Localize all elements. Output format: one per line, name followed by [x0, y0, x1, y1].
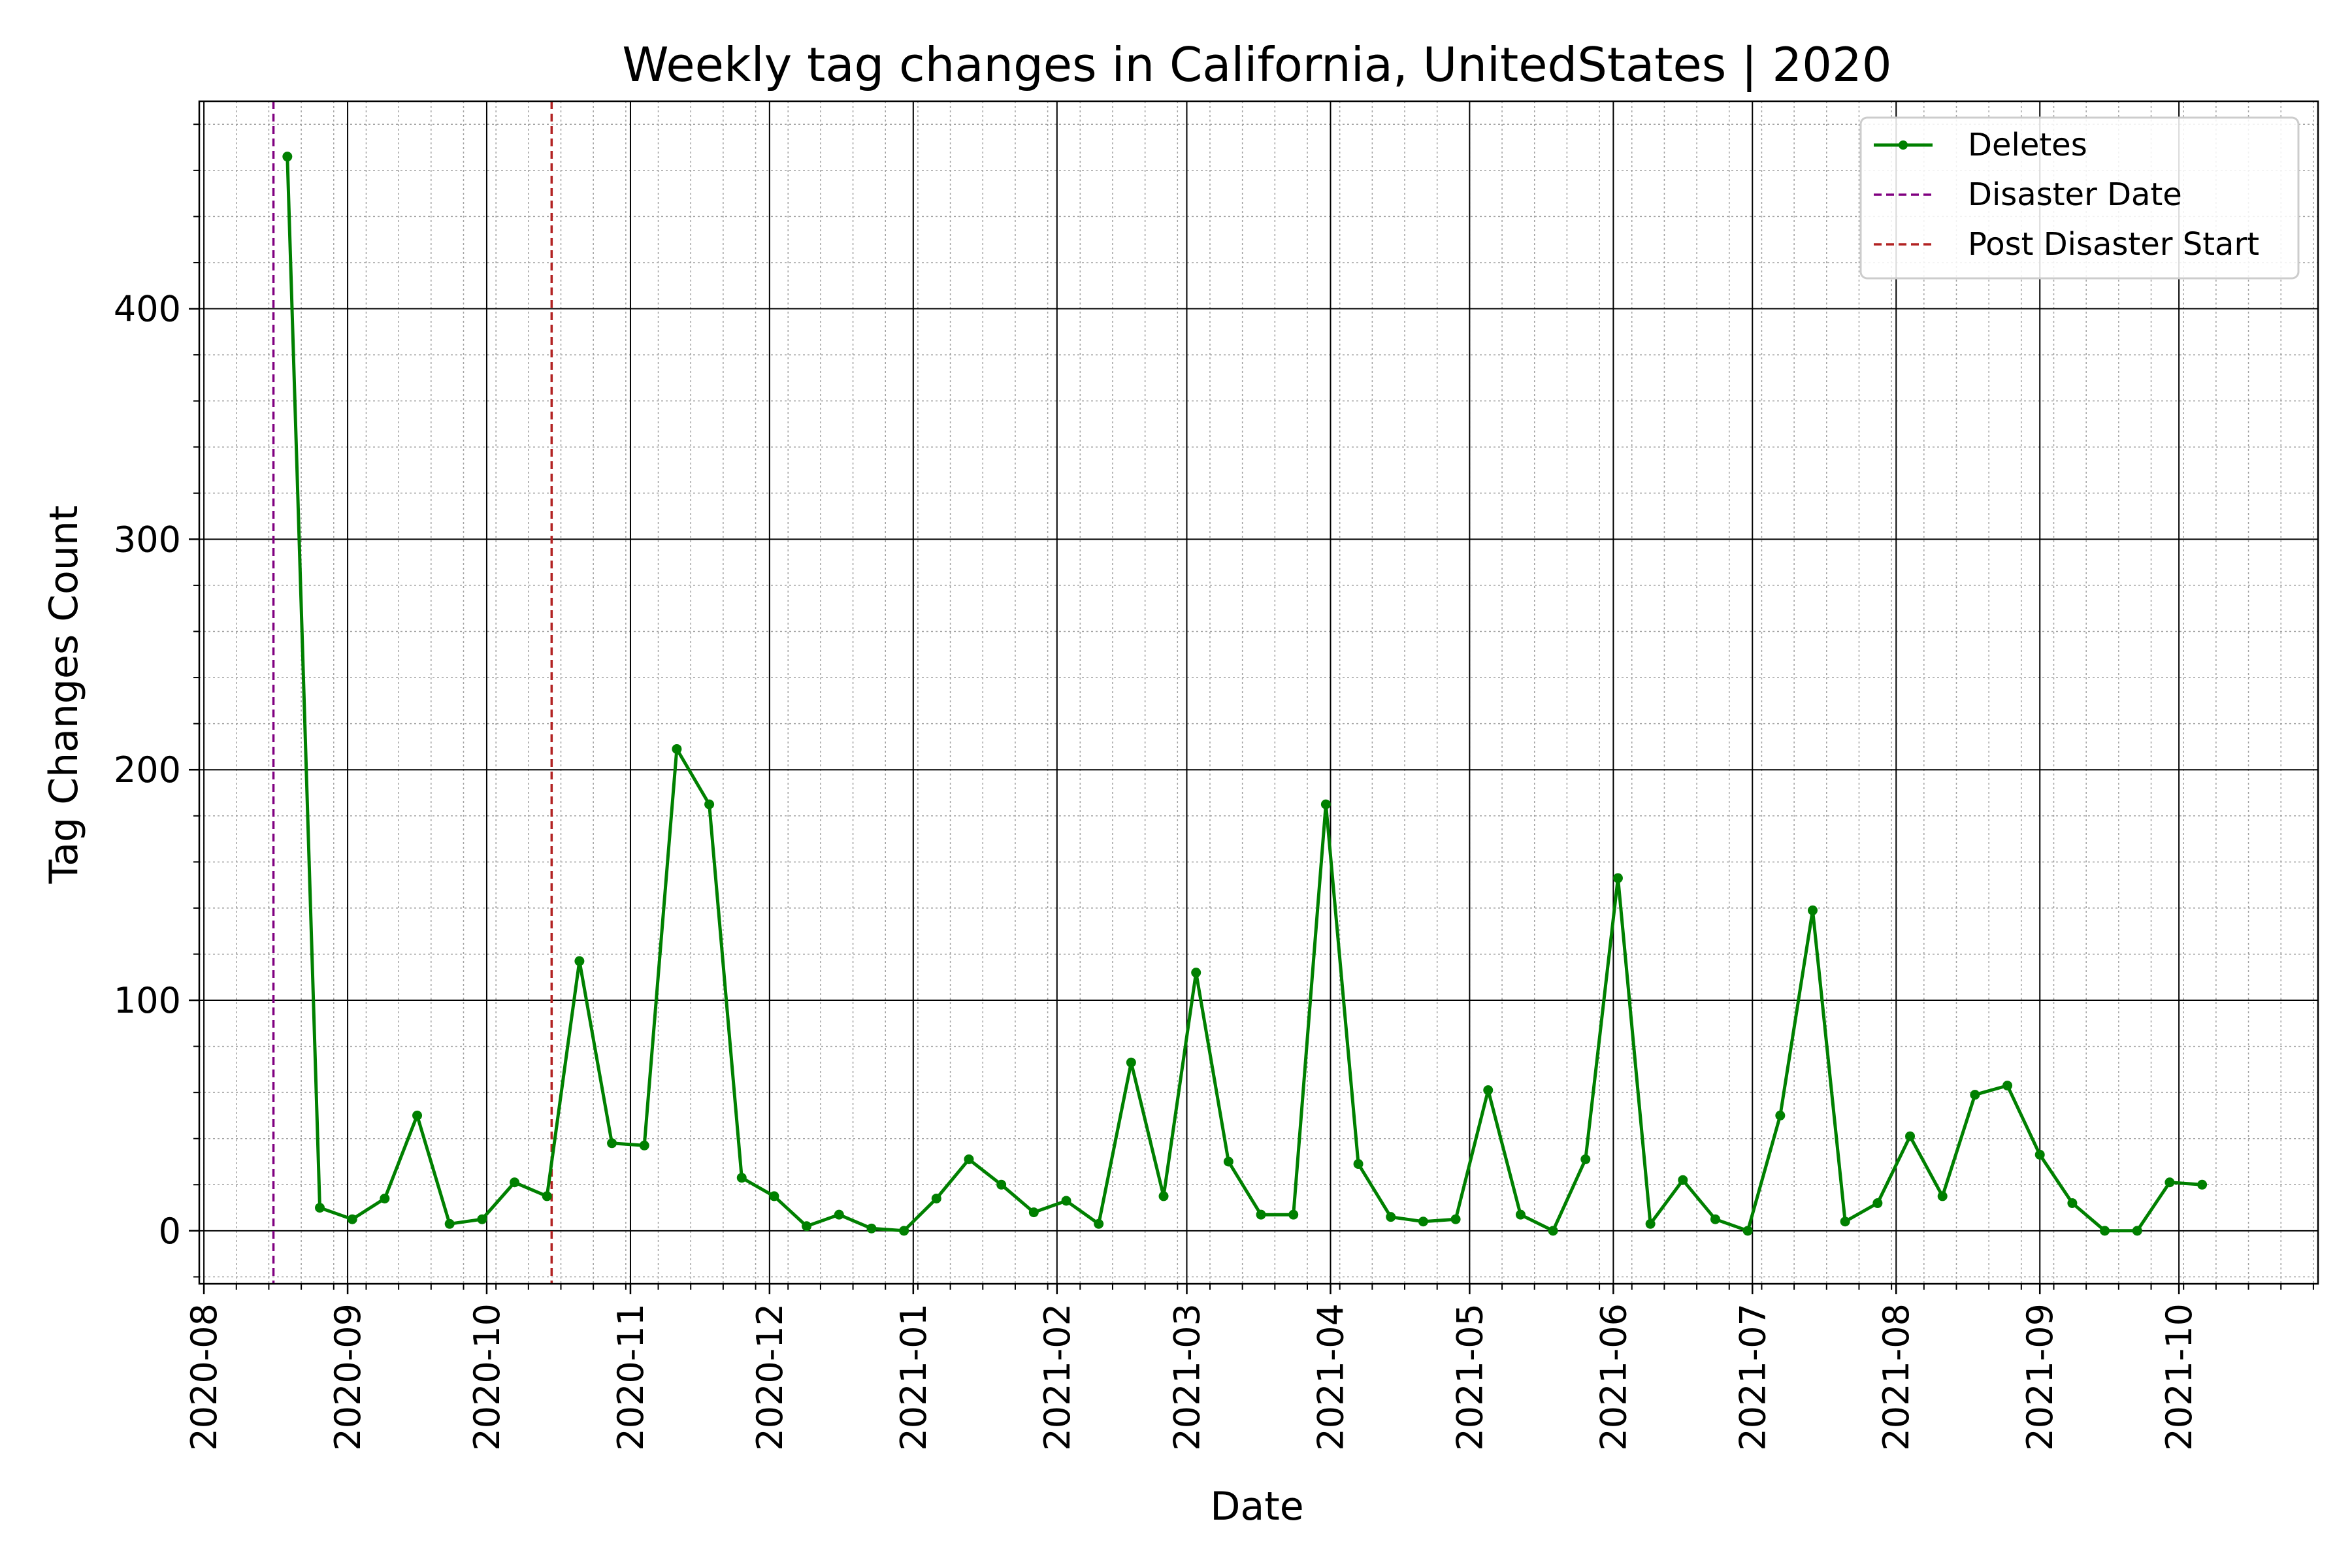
axis-ticks	[189, 123, 2314, 1294]
y-tick-label: 0	[159, 1211, 181, 1252]
x-tick-label: 2021-04	[1310, 1303, 1351, 1451]
data-point	[2100, 1226, 2110, 1236]
data-point	[639, 1140, 649, 1151]
x-tick-label: 2021-09	[2019, 1303, 2061, 1451]
data-point	[1612, 873, 1623, 883]
data-point	[412, 1110, 423, 1120]
reference-lines	[272, 101, 553, 1284]
y-tick-label: 200	[114, 749, 181, 791]
data-point	[1483, 1085, 1494, 1096]
legend-box	[1859, 116, 2300, 280]
data-point	[1320, 799, 1331, 809]
data-point	[444, 1218, 455, 1229]
data-point	[2002, 1081, 2013, 1091]
data-point	[2034, 1149, 2045, 1160]
legend-marker-deletes	[1899, 140, 1908, 150]
data-point	[282, 152, 293, 162]
series-layer	[282, 152, 2208, 1236]
data-point	[380, 1193, 390, 1203]
data-point	[1158, 1191, 1169, 1201]
x-tick-label: 2021-10	[2159, 1303, 2200, 1451]
x-axis-label: Date	[1210, 1484, 1303, 1529]
data-point	[899, 1226, 909, 1236]
data-point	[1937, 1191, 1948, 1201]
data-point	[1775, 1110, 1786, 1120]
data-point	[1126, 1057, 1136, 1068]
data-point	[736, 1173, 747, 1183]
data-point	[1191, 968, 1201, 978]
data-point	[1645, 1218, 1656, 1229]
y-axis-label: Tag Changes Count	[41, 506, 87, 885]
legend-label-post-disaster-start: Post Disaster Start	[1968, 226, 2259, 263]
plot-frame	[198, 100, 2319, 1285]
x-tick-label: 2020-08	[184, 1303, 225, 1451]
legend-label-disaster-date: Disaster Date	[1968, 176, 2182, 213]
tick-labels: 2020-08 2020-09 2020-10 2020-11 2020-12 2021-…	[114, 289, 2200, 1451]
data-point	[834, 1209, 844, 1220]
data-point	[1450, 1214, 1461, 1224]
data-point	[1386, 1212, 1396, 1222]
data-point	[1840, 1217, 1850, 1227]
data-point	[1970, 1090, 1980, 1100]
data-point	[1028, 1207, 1039, 1218]
x-tick-label: 2020-10	[466, 1303, 508, 1451]
series-line-deletes	[286, 156, 2202, 1233]
data-point	[769, 1191, 779, 1201]
y-tick-label: 300	[114, 519, 181, 560]
data-point	[1905, 1131, 1916, 1141]
data-point	[964, 1154, 974, 1164]
x-tick-label: 2020-12	[749, 1303, 791, 1451]
data-point	[704, 799, 715, 809]
data-point	[607, 1138, 617, 1149]
data-point	[1742, 1226, 1753, 1236]
data-point	[1580, 1154, 1591, 1164]
data-point	[996, 1179, 1007, 1190]
x-tick-label: 2021-06	[1593, 1303, 1634, 1451]
x-tick-label: 2021-01	[893, 1303, 934, 1451]
data-point	[574, 956, 585, 966]
chart-title: Weekly tag changes in California, United…	[622, 37, 1891, 93]
data-point	[1710, 1214, 1720, 1224]
data-point	[2164, 1177, 2175, 1188]
data-point	[1256, 1209, 1266, 1220]
data-point	[477, 1214, 487, 1224]
data-point	[1223, 1156, 1233, 1167]
data-point	[931, 1193, 941, 1203]
data-point	[2067, 1198, 2078, 1209]
x-tick-label: 2021-08	[1876, 1303, 1917, 1451]
data-point	[315, 1203, 325, 1213]
data-point	[1061, 1196, 1071, 1206]
y-tick-label: 400	[114, 289, 181, 330]
data-point	[1872, 1198, 1883, 1209]
data-point	[802, 1221, 812, 1232]
data-point	[2197, 1179, 2208, 1190]
x-tick-label: 2021-05	[1449, 1303, 1490, 1451]
data-point	[1418, 1217, 1428, 1227]
data-point	[866, 1223, 877, 1233]
x-tick-label: 2021-02	[1037, 1303, 1078, 1451]
data-point	[1288, 1209, 1299, 1220]
y-tick-label: 100	[114, 980, 181, 1021]
data-point	[542, 1191, 552, 1201]
data-point	[1678, 1175, 1688, 1185]
data-point	[2132, 1226, 2142, 1236]
data-point	[672, 743, 682, 754]
data-point	[1548, 1226, 1558, 1236]
data-point	[347, 1214, 357, 1224]
legend-label-deletes: Deletes	[1968, 127, 2087, 163]
data-point	[510, 1177, 520, 1188]
legend: Deletes Disaster Date Post Disaster Star…	[1859, 116, 2300, 280]
x-tick-label: 2021-03	[1167, 1303, 1208, 1451]
x-tick-label: 2020-11	[610, 1303, 651, 1451]
data-point	[1808, 905, 1818, 915]
data-point	[1353, 1159, 1364, 1169]
data-point	[1515, 1209, 1526, 1220]
data-point	[1094, 1218, 1104, 1229]
x-tick-label: 2020-09	[327, 1303, 368, 1451]
major-grid	[199, 101, 2318, 1284]
x-tick-label: 2021-07	[1732, 1303, 1773, 1451]
